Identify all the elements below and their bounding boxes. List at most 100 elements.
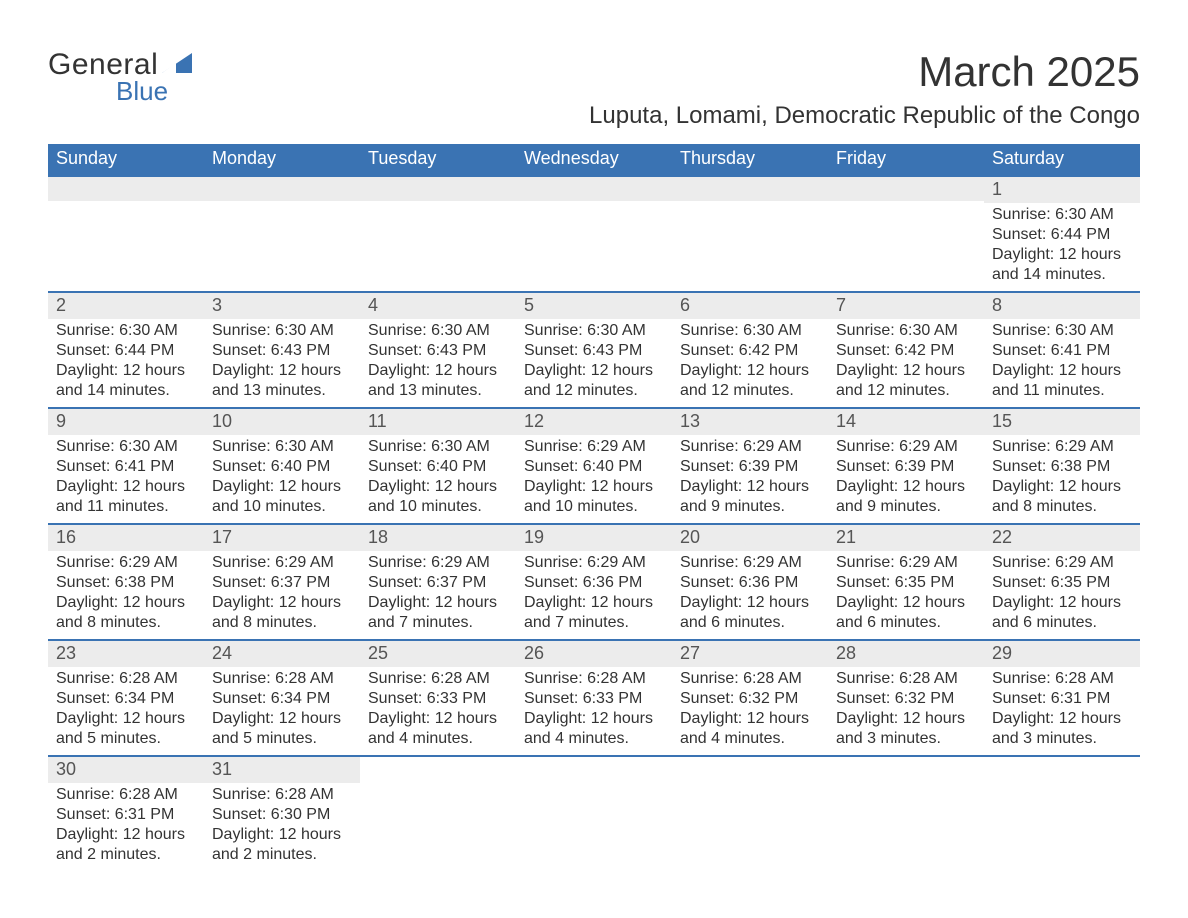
day-sunset: Sunset: 6:41 PM [992,341,1132,361]
day-cell [672,177,828,291]
day-body [828,201,984,221]
header: General Blue March 2025 Luputa, Lomami, … [48,48,1140,130]
day-number [360,757,516,781]
day-body [360,781,516,801]
day-sunrise: Sunrise: 6:30 AM [368,321,508,341]
day-daylight1: Daylight: 12 hours [56,709,196,729]
day-daylight2: and 8 minutes. [992,497,1132,517]
day-daylight2: and 2 minutes. [212,845,352,865]
day-daylight2: and 4 minutes. [524,729,664,749]
day-cell: 18Sunrise: 6:29 AMSunset: 6:37 PMDayligh… [360,525,516,639]
day-sunrise: Sunrise: 6:29 AM [992,553,1132,573]
day-sunrise: Sunrise: 6:30 AM [212,321,352,341]
day-cell: 25Sunrise: 6:28 AMSunset: 6:33 PMDayligh… [360,641,516,755]
day-cell [516,757,672,871]
day-cell: 29Sunrise: 6:28 AMSunset: 6:31 PMDayligh… [984,641,1140,755]
day-number: 20 [672,525,828,551]
day-daylight1: Daylight: 12 hours [212,593,352,613]
day-sunrise: Sunrise: 6:30 AM [992,205,1132,225]
day-sunset: Sunset: 6:41 PM [56,457,196,477]
day-sunset: Sunset: 6:43 PM [212,341,352,361]
day-number: 15 [984,409,1140,435]
day-cell: 5Sunrise: 6:30 AMSunset: 6:43 PMDaylight… [516,293,672,407]
day-body [672,201,828,221]
day-number: 2 [48,293,204,319]
day-cell: 7Sunrise: 6:30 AMSunset: 6:42 PMDaylight… [828,293,984,407]
day-sunrise: Sunrise: 6:30 AM [992,321,1132,341]
day-body: Sunrise: 6:29 AMSunset: 6:38 PMDaylight:… [48,551,204,639]
day-daylight2: and 13 minutes. [368,381,508,401]
day-daylight1: Daylight: 12 hours [368,593,508,613]
location-subtitle: Luputa, Lomami, Democratic Republic of t… [589,102,1140,130]
day-sunrise: Sunrise: 6:30 AM [56,321,196,341]
day-daylight2: and 14 minutes. [992,265,1132,285]
day-sunset: Sunset: 6:44 PM [992,225,1132,245]
day-daylight1: Daylight: 12 hours [524,709,664,729]
day-number [360,177,516,201]
day-daylight2: and 12 minutes. [680,381,820,401]
day-body: Sunrise: 6:28 AMSunset: 6:34 PMDaylight:… [204,667,360,755]
day-sunrise: Sunrise: 6:28 AM [836,669,976,689]
day-daylight1: Daylight: 12 hours [992,477,1132,497]
weekday-header-cell: Thursday [672,144,828,175]
day-daylight1: Daylight: 12 hours [524,361,664,381]
day-daylight1: Daylight: 12 hours [524,593,664,613]
day-daylight1: Daylight: 12 hours [992,361,1132,381]
day-sunset: Sunset: 6:43 PM [524,341,664,361]
day-daylight1: Daylight: 12 hours [836,361,976,381]
day-sunrise: Sunrise: 6:28 AM [368,669,508,689]
day-body: Sunrise: 6:28 AMSunset: 6:33 PMDaylight:… [516,667,672,755]
day-body [48,201,204,221]
day-cell: 1Sunrise: 6:30 AMSunset: 6:44 PMDaylight… [984,177,1140,291]
day-daylight1: Daylight: 12 hours [56,361,196,381]
day-daylight1: Daylight: 12 hours [56,477,196,497]
day-daylight1: Daylight: 12 hours [992,245,1132,265]
day-sunset: Sunset: 6:38 PM [56,573,196,593]
week-row: 2Sunrise: 6:30 AMSunset: 6:44 PMDaylight… [48,291,1140,407]
day-daylight2: and 5 minutes. [56,729,196,749]
day-number [984,757,1140,781]
day-sunset: Sunset: 6:44 PM [56,341,196,361]
day-sunset: Sunset: 6:38 PM [992,457,1132,477]
day-daylight1: Daylight: 12 hours [524,477,664,497]
day-sunset: Sunset: 6:30 PM [212,805,352,825]
day-daylight2: and 11 minutes. [56,497,196,517]
weekday-header-row: SundayMondayTuesdayWednesdayThursdayFrid… [48,144,1140,175]
day-daylight2: and 10 minutes. [368,497,508,517]
day-sunrise: Sunrise: 6:30 AM [524,321,664,341]
day-sunset: Sunset: 6:37 PM [212,573,352,593]
day-sunrise: Sunrise: 6:28 AM [212,669,352,689]
day-daylight2: and 14 minutes. [56,381,196,401]
day-daylight2: and 10 minutes. [212,497,352,517]
day-daylight1: Daylight: 12 hours [836,593,976,613]
day-body [984,781,1140,801]
day-daylight1: Daylight: 12 hours [680,709,820,729]
day-number: 23 [48,641,204,667]
day-cell: 26Sunrise: 6:28 AMSunset: 6:33 PMDayligh… [516,641,672,755]
day-daylight2: and 11 minutes. [992,381,1132,401]
day-cell: 28Sunrise: 6:28 AMSunset: 6:32 PMDayligh… [828,641,984,755]
day-sunset: Sunset: 6:34 PM [212,689,352,709]
day-daylight2: and 7 minutes. [524,613,664,633]
day-cell: 11Sunrise: 6:30 AMSunset: 6:40 PMDayligh… [360,409,516,523]
day-sunrise: Sunrise: 6:29 AM [524,437,664,457]
day-sunrise: Sunrise: 6:29 AM [212,553,352,573]
day-cell [672,757,828,871]
day-body: Sunrise: 6:30 AMSunset: 6:43 PMDaylight:… [204,319,360,407]
day-cell: 16Sunrise: 6:29 AMSunset: 6:38 PMDayligh… [48,525,204,639]
day-cell: 17Sunrise: 6:29 AMSunset: 6:37 PMDayligh… [204,525,360,639]
day-body: Sunrise: 6:28 AMSunset: 6:32 PMDaylight:… [672,667,828,755]
day-number: 24 [204,641,360,667]
day-number [828,177,984,201]
day-body: Sunrise: 6:30 AMSunset: 6:42 PMDaylight:… [828,319,984,407]
day-number: 1 [984,177,1140,203]
day-number: 7 [828,293,984,319]
week-row: 30Sunrise: 6:28 AMSunset: 6:31 PMDayligh… [48,755,1140,871]
day-number: 27 [672,641,828,667]
day-daylight2: and 5 minutes. [212,729,352,749]
day-cell: 6Sunrise: 6:30 AMSunset: 6:42 PMDaylight… [672,293,828,407]
day-cell [48,177,204,291]
day-daylight1: Daylight: 12 hours [836,477,976,497]
day-number [204,177,360,201]
day-body: Sunrise: 6:30 AMSunset: 6:44 PMDaylight:… [984,203,1140,291]
